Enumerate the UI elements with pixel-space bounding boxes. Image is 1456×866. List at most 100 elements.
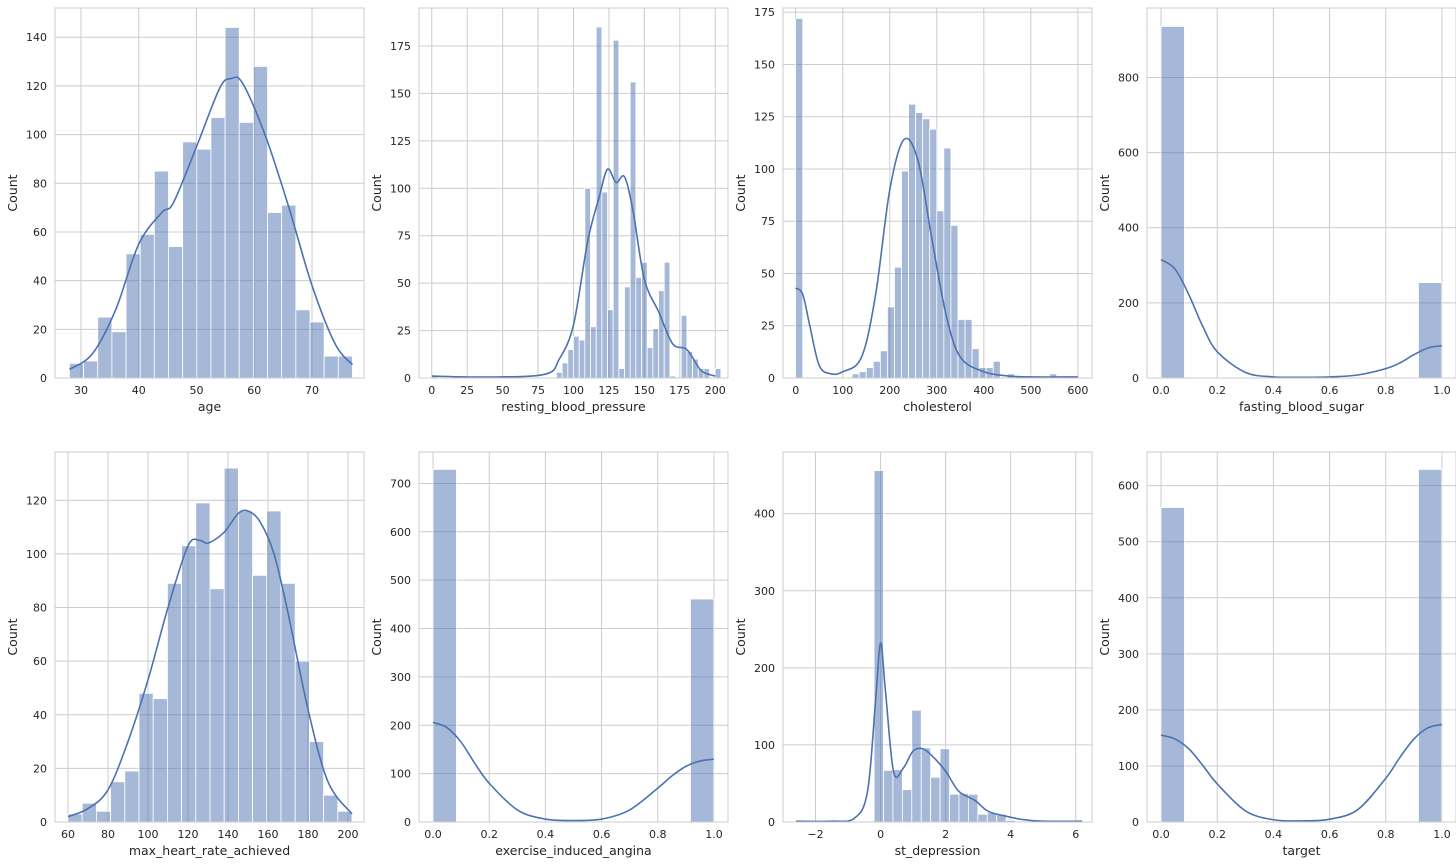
- kde-curve: [431, 168, 716, 378]
- x-tick-label: 1.0: [1433, 384, 1451, 397]
- y-tick-label: 200: [754, 662, 775, 675]
- x-tick-label: 1.0: [705, 828, 723, 841]
- x-tick-label: 0.0: [424, 828, 442, 841]
- histogram-bar: [612, 39, 620, 379]
- kde-curve: [796, 642, 1083, 823]
- y-tick-label: 0: [40, 816, 47, 829]
- y-tick-label: 600: [1118, 147, 1139, 160]
- x-tick-label: 30: [74, 384, 88, 397]
- histogram-bar: [280, 582, 296, 823]
- y-tick-label: 125: [754, 111, 775, 124]
- chart-panel-target: 0.0 0.2 0.4 0.6 0.8 1.0 0 100 200 300 400 500 600 tar…: [1097, 451, 1456, 858]
- x-tick-label: 100: [138, 828, 159, 841]
- x-tick-label: 0.4: [537, 828, 555, 841]
- y-axis-label: Count: [1097, 174, 1112, 211]
- histogram-bar: [578, 339, 586, 379]
- x-tick-label: 0.6: [1321, 384, 1339, 397]
- x-tick-label: 200: [705, 384, 726, 397]
- y-tick-label: 100: [754, 163, 775, 176]
- y-tick-label: 140: [26, 31, 47, 44]
- y-tick-label: 150: [390, 87, 411, 100]
- kde-curve: [68, 76, 354, 371]
- histogram-bar: [252, 574, 268, 823]
- y-tick-label: 200: [1118, 297, 1139, 310]
- axes-frame: [54, 7, 365, 379]
- y-tick-label: 120: [26, 80, 47, 93]
- histogram-bar: [929, 128, 938, 379]
- y-tick-label: 700: [390, 477, 411, 490]
- x-tick-label: 0.2: [480, 828, 498, 841]
- histogram-bar: [195, 502, 211, 823]
- histogram-bar: [281, 204, 297, 379]
- kde-curve: [795, 137, 1078, 378]
- histogram-bar: [851, 373, 860, 379]
- y-tick-label: 100: [390, 182, 411, 195]
- axes-frame: [1146, 451, 1456, 823]
- histogram-bar: [590, 326, 597, 379]
- y-tick-label: 80: [33, 177, 47, 190]
- kde-curve: [1160, 258, 1443, 379]
- axes-frame: [418, 451, 729, 823]
- x-tick-label: 70: [305, 384, 319, 397]
- histogram-bar: [624, 286, 631, 379]
- histogram-bar: [865, 367, 874, 379]
- x-axis-label: st_depression: [895, 843, 981, 858]
- histogram-bar: [930, 776, 941, 823]
- histogram-bar: [858, 371, 867, 379]
- x-tick-label: 100: [832, 384, 853, 397]
- y-tick-label: 100: [1118, 760, 1139, 773]
- y-tick-label: 500: [1118, 536, 1139, 549]
- y-tick-label: 20: [33, 323, 47, 336]
- x-tick-label: 75: [531, 384, 545, 397]
- histogram-bar: [915, 112, 924, 379]
- histogram-bar: [964, 319, 973, 379]
- histogram-bar: [224, 27, 240, 379]
- x-tick-label: 40: [132, 384, 146, 397]
- x-tick-label: 0.4: [1265, 384, 1283, 397]
- histogram-bar: [795, 18, 804, 379]
- histogram-bar: [561, 362, 569, 379]
- y-tick-label: 0: [768, 372, 775, 385]
- y-tick-label: 100: [754, 739, 775, 752]
- histogram-bar: [663, 261, 671, 379]
- x-tick-label: 140: [218, 828, 239, 841]
- histogram-bar: [238, 122, 254, 379]
- y-tick-label: 600: [1118, 480, 1139, 493]
- x-tick-label: 100: [563, 384, 584, 397]
- y-tick-label: 0: [1132, 816, 1139, 829]
- y-tick-label: 800: [1118, 71, 1139, 84]
- x-tick-label: 180: [298, 828, 319, 841]
- histogram-bar: [83, 360, 99, 379]
- y-tick-label: 400: [1118, 592, 1139, 605]
- y-tick-label: 200: [1118, 704, 1139, 717]
- histogram-bar: [152, 698, 168, 823]
- histogram-bar: [883, 769, 894, 823]
- histogram-bar: [652, 328, 659, 379]
- histogram-bar: [567, 349, 574, 379]
- histogram-bar: [911, 709, 922, 823]
- y-tick-label: 0: [404, 816, 411, 829]
- histogram-bar: [879, 350, 888, 379]
- histogram-bar: [949, 793, 960, 823]
- histogram-bar: [658, 290, 665, 379]
- y-tick-label: 50: [761, 267, 775, 280]
- histogram-bar: [646, 347, 654, 379]
- histogram-bar: [209, 588, 225, 823]
- histogram-bar: [181, 545, 197, 823]
- x-tick-label: 50: [496, 384, 510, 397]
- y-axis-label: Count: [5, 174, 20, 211]
- histogram-bar: [939, 748, 950, 823]
- histogram-bar: [714, 368, 722, 379]
- x-tick-label: 6: [1072, 828, 1079, 841]
- histogram-bar: [237, 510, 253, 823]
- histogram-bar: [943, 147, 952, 379]
- x-tick-label: 25: [460, 384, 474, 397]
- y-tick-label: 300: [754, 585, 775, 598]
- y-tick-label: 25: [397, 325, 411, 338]
- x-tick-label: 1.0: [1433, 828, 1451, 841]
- y-tick-label: 40: [33, 709, 47, 722]
- histogram-bar: [971, 348, 980, 379]
- y-tick-label: 60: [33, 655, 47, 668]
- histogram-bar: [901, 170, 909, 379]
